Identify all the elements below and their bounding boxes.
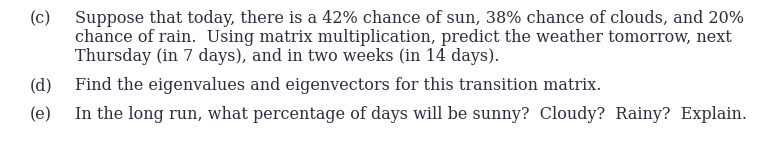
- Text: (c): (c): [30, 10, 52, 27]
- Text: (e): (e): [30, 106, 52, 123]
- Text: Suppose that today, there is a 42% chance of sun, 38% chance of clouds, and 20%: Suppose that today, there is a 42% chanc…: [75, 10, 744, 27]
- Text: In the long run, what percentage of days will be sunny?  Cloudy?  Rainy?  Explai: In the long run, what percentage of days…: [75, 106, 747, 123]
- Text: (d): (d): [30, 77, 53, 94]
- Text: Find the eigenvalues and eigenvectors for this transition matrix.: Find the eigenvalues and eigenvectors fo…: [75, 77, 601, 94]
- Text: Thursday (in 7 days), and in two weeks (in 14 days).: Thursday (in 7 days), and in two weeks (…: [75, 48, 500, 65]
- Text: chance of rain.  Using matrix multiplication, predict the weather tomorrow, next: chance of rain. Using matrix multiplicat…: [75, 29, 731, 46]
